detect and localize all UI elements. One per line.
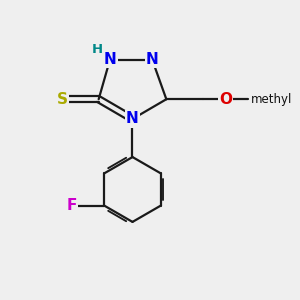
Text: methyl: methyl — [250, 93, 292, 106]
Text: N: N — [126, 112, 139, 127]
Text: H: H — [92, 43, 103, 56]
Text: N: N — [103, 52, 116, 67]
Text: O: O — [219, 92, 232, 107]
Text: F: F — [67, 198, 77, 213]
Text: S: S — [56, 92, 68, 107]
Text: N: N — [146, 52, 159, 67]
